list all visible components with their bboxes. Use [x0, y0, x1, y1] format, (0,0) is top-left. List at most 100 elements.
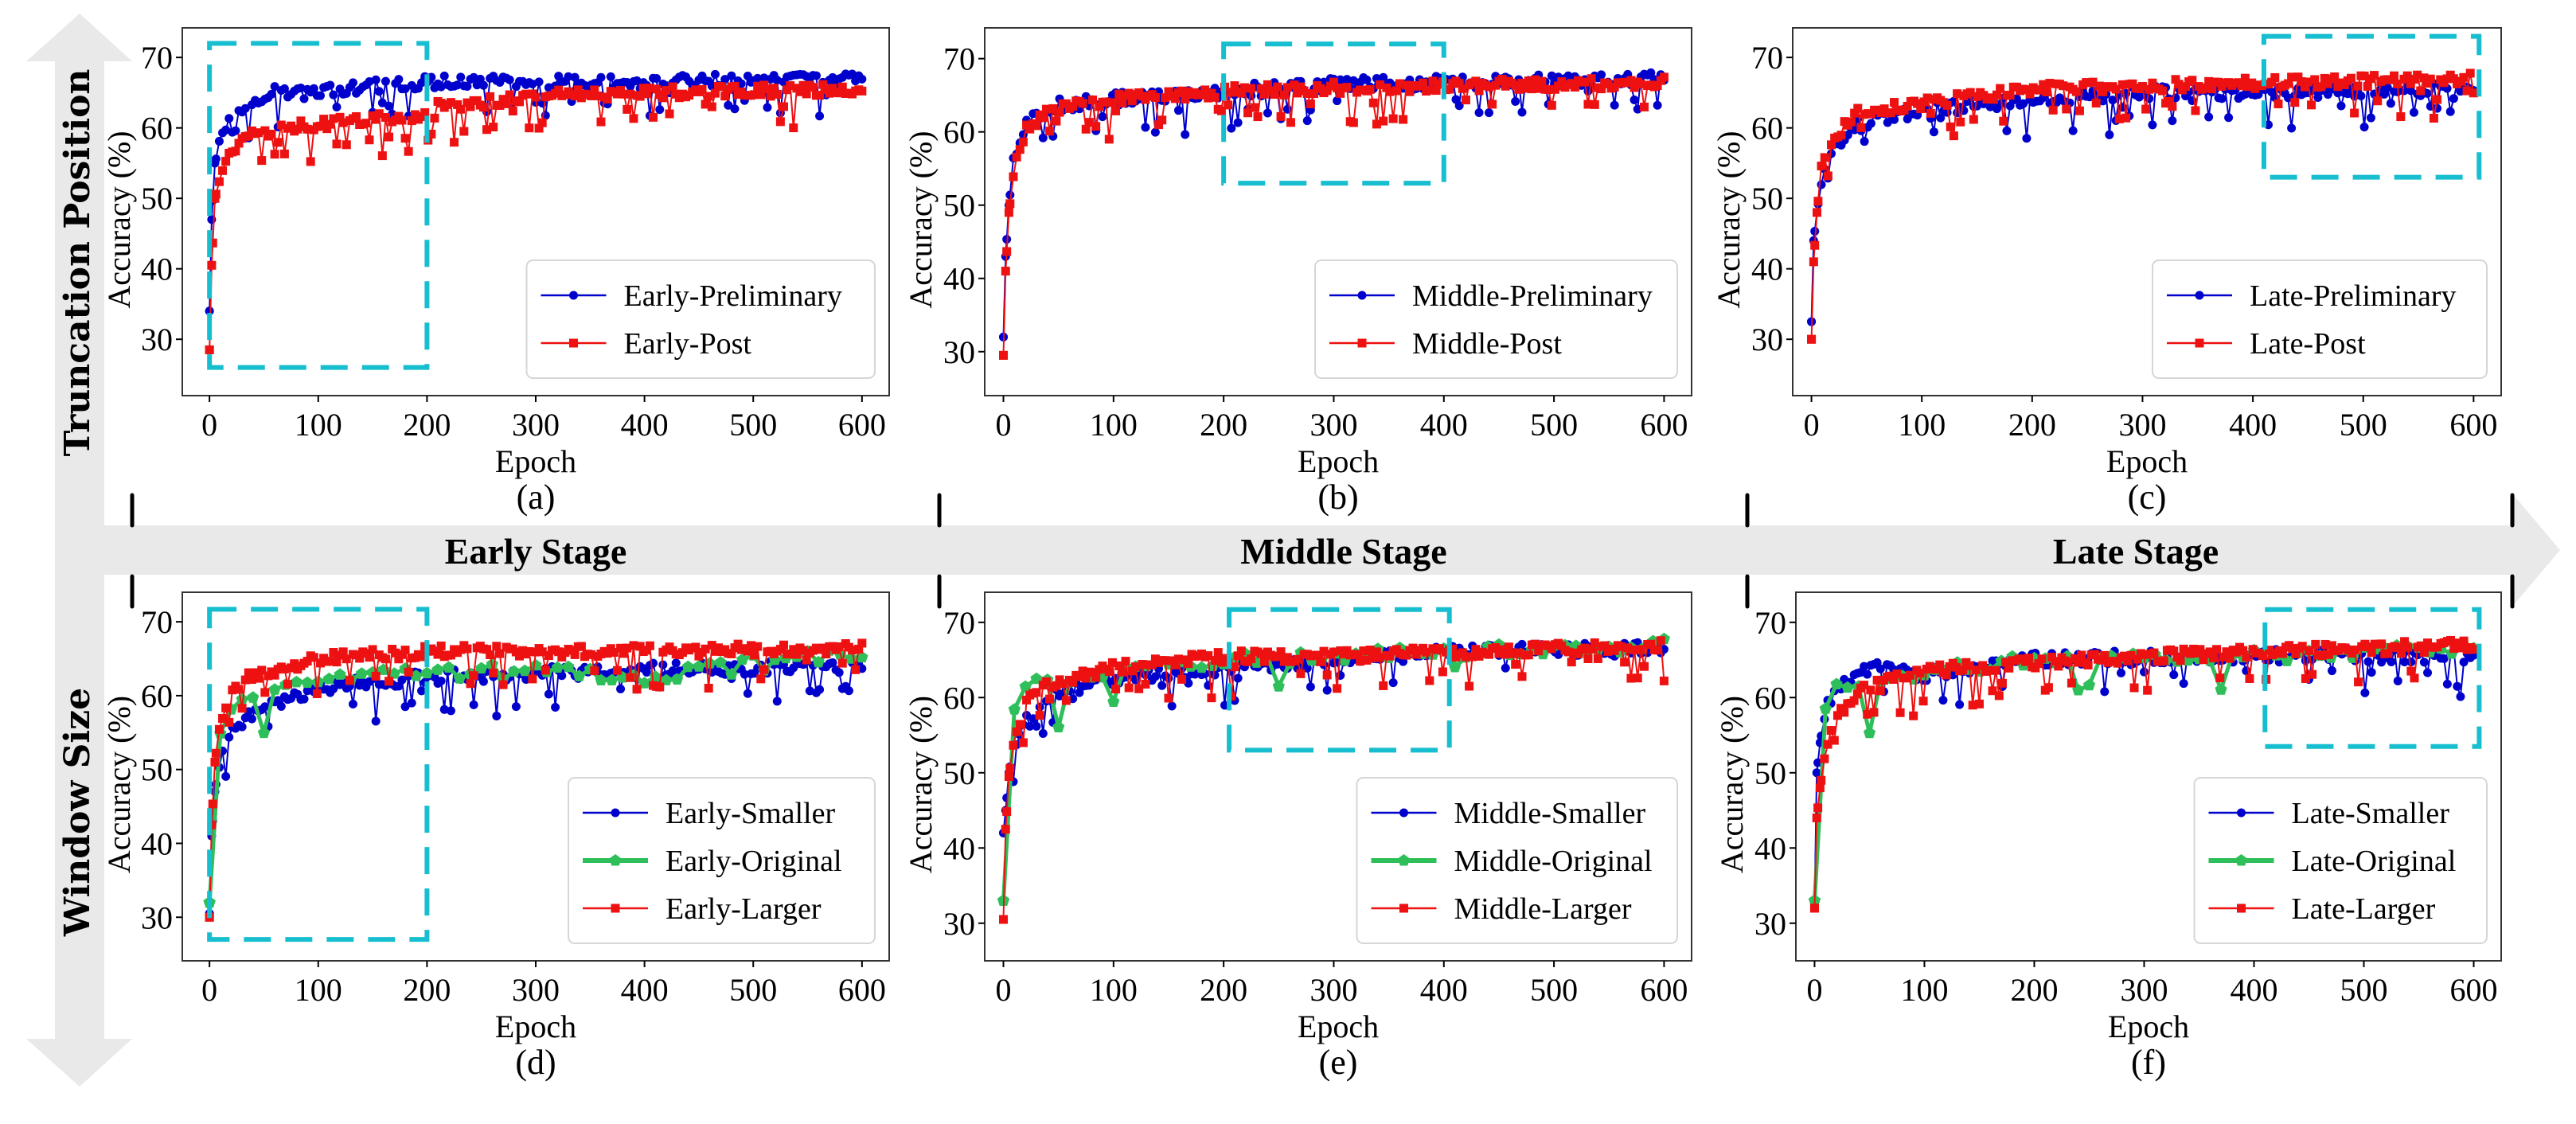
- x-tick-label: 500: [1530, 407, 1578, 443]
- data-point: [2242, 653, 2251, 662]
- data-point: [2327, 666, 2336, 676]
- data-point: [2074, 658, 2083, 667]
- data-point: [208, 238, 217, 248]
- data-point: [1041, 677, 1051, 686]
- data-point: [1807, 334, 1817, 344]
- legend: Early-Preliminary Early-Post: [525, 260, 876, 379]
- data-point: [638, 677, 651, 689]
- data-point: [2097, 655, 2106, 665]
- data-point: [1333, 84, 1342, 93]
- data-point: [279, 149, 289, 158]
- x-tick-label: 200: [403, 407, 451, 443]
- data-point: [1997, 678, 2007, 688]
- data-point: [1196, 90, 1206, 100]
- data-point: [214, 724, 224, 734]
- data-point: [371, 115, 381, 124]
- data-point: [1286, 118, 1296, 127]
- data-point: [410, 110, 420, 119]
- chart-panel-a: 0 100 200 300 400 500 600 30 40 50 60 70 Epoch Accura…: [101, 27, 890, 517]
- data-point: [2205, 647, 2215, 657]
- data-point: [334, 668, 346, 680]
- data-point: [1991, 665, 2000, 675]
- data-point: [1813, 803, 1823, 813]
- data-point: [2188, 76, 2197, 85]
- data-point: [593, 91, 603, 100]
- data-point: [371, 671, 381, 681]
- data-point: [2446, 635, 2456, 645]
- data-point: [2449, 94, 2458, 103]
- data-point: [293, 124, 302, 134]
- data-point: [1091, 122, 1101, 131]
- data-point: [1022, 710, 1032, 720]
- data-point: [629, 641, 638, 650]
- data-point: [1306, 100, 1315, 109]
- data-point: [326, 657, 335, 666]
- data-point: [1517, 78, 1527, 88]
- data-point: [1903, 101, 1912, 111]
- data-point: [1431, 86, 1441, 96]
- data-point: [1058, 679, 1067, 689]
- data-point: [779, 640, 788, 650]
- data-point: [619, 649, 629, 658]
- data-point: [697, 84, 707, 94]
- data-point: [2359, 71, 2369, 80]
- data-point: [1025, 124, 1035, 134]
- data-point: [525, 646, 534, 656]
- data-point: [1875, 686, 1885, 696]
- data-point: [2215, 683, 2227, 695]
- data-point: [2354, 677, 2363, 687]
- data-point: [779, 102, 788, 111]
- data-point: [645, 84, 654, 93]
- data-point: [2367, 648, 2376, 658]
- data-point: [2031, 663, 2040, 673]
- data-point: [1224, 100, 1233, 110]
- data-point: [1454, 79, 1464, 88]
- data-point: [329, 114, 338, 123]
- data-point: [1600, 641, 1610, 650]
- series-group: [1807, 68, 2478, 344]
- data-point: [1514, 84, 1524, 94]
- data-point: [2063, 658, 2073, 667]
- data-point: [463, 644, 472, 654]
- data-point: [2308, 669, 2317, 679]
- data-point: [2001, 658, 2011, 667]
- x-tick-label: 300: [2118, 407, 2166, 443]
- data-point: [2111, 84, 2121, 94]
- data-point: [1827, 140, 1836, 150]
- data-point: [1434, 644, 1444, 654]
- data-point: [1491, 642, 1501, 652]
- data-point: [1256, 649, 1266, 658]
- data-point: [332, 139, 342, 149]
- data-point: [1501, 650, 1510, 659]
- chart-panel-e: 0 100 200 300 400 500 600 30 40 50 60 70 Epoch Accura…: [903, 591, 1692, 1082]
- data-point: [1210, 656, 1220, 665]
- data-point: [374, 87, 384, 96]
- data-point: [645, 641, 654, 650]
- data-point: [2247, 78, 2257, 88]
- data-point: [1809, 903, 1819, 913]
- data-point: [1820, 153, 1829, 162]
- data-point: [632, 685, 642, 694]
- data-point: [1138, 660, 1147, 669]
- x-tick-label: 400: [621, 407, 669, 443]
- data-point: [2377, 658, 2387, 667]
- data-point: [736, 653, 749, 665]
- data-point: [756, 674, 766, 684]
- data-point: [1081, 92, 1091, 101]
- data-point: [1820, 754, 1829, 763]
- stage-label-early: Early Stage: [445, 531, 627, 572]
- data-point: [463, 81, 472, 91]
- data-point: [1309, 89, 1319, 99]
- data-point: [1005, 190, 1015, 200]
- data-point: [1342, 646, 1352, 655]
- data-point: [557, 671, 567, 681]
- data-point: [1524, 650, 1533, 660]
- data-point: [603, 95, 612, 104]
- data-point: [1501, 663, 1510, 673]
- data-point: [469, 700, 478, 709]
- data-point: [1484, 82, 1493, 92]
- data-point: [1052, 681, 1061, 690]
- data-point: [606, 72, 615, 81]
- data-point: [1850, 125, 1860, 135]
- y-tick-label: 40: [1751, 252, 1783, 287]
